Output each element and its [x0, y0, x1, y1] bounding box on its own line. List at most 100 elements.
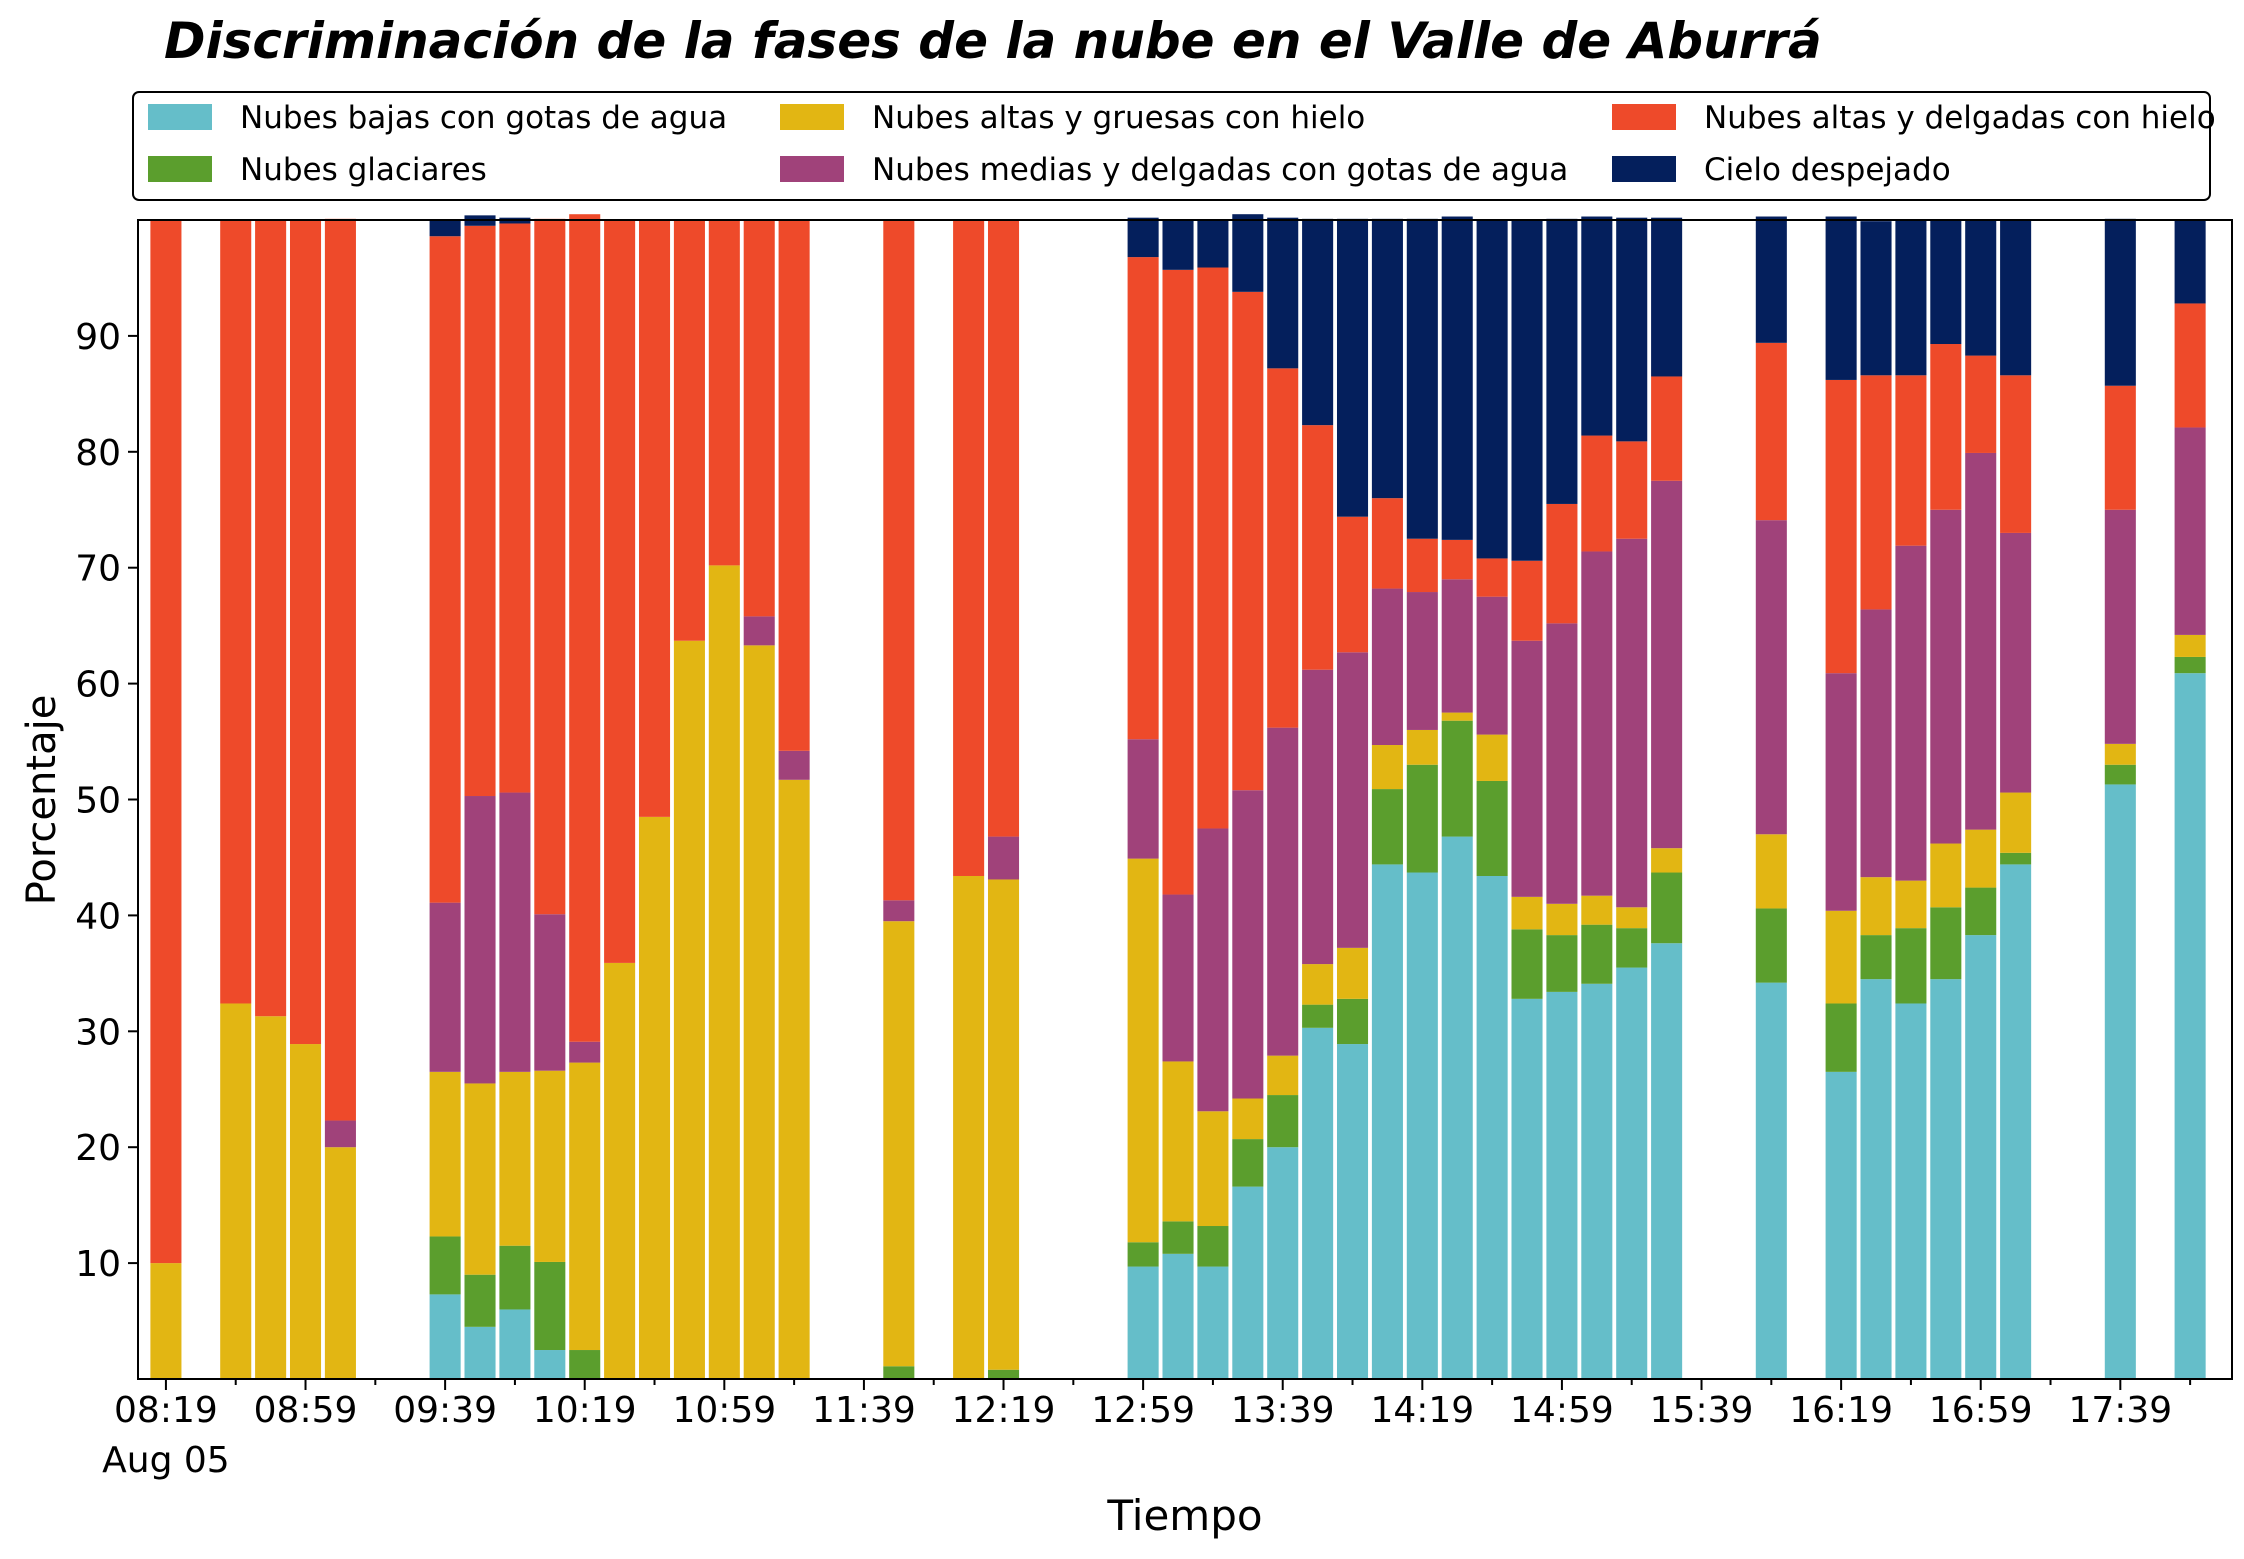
- bar-segment: [743, 645, 775, 1379]
- bar-segment: [1930, 344, 1962, 510]
- bar-segment: [1267, 1095, 1299, 1148]
- bar-segment: [1616, 217, 1648, 442]
- bar-segment: [883, 900, 915, 922]
- bar-segment: [1406, 729, 1438, 765]
- bar-segment: [1302, 669, 1334, 965]
- bar-segment: [1336, 998, 1369, 1045]
- bar-segment: [1546, 991, 1578, 1379]
- bar-segment: [1127, 257, 1159, 740]
- x-tick-label: 11:39: [812, 1390, 916, 1431]
- bar-segment: [987, 836, 1020, 880]
- bar-segment: [2174, 634, 2206, 657]
- bar-segment: [2174, 656, 2206, 674]
- bar-segment: [1581, 551, 1613, 896]
- bars-layer: [150, 214, 2206, 1379]
- bar-segment: [1860, 609, 1892, 878]
- bar-segment: [150, 1263, 182, 1379]
- bar-segment: [1546, 503, 1578, 624]
- x-tick-label: 08:59: [254, 1390, 358, 1431]
- legend-label: Nubes glaciares: [240, 152, 487, 188]
- bar-segment: [2000, 532, 2032, 793]
- bar-segment: [499, 1245, 531, 1310]
- bar-segment: [324, 1147, 356, 1379]
- bar-segment: [1162, 894, 1194, 1062]
- y-axis: 10 20 30 40 50 60 70 80 90: [75, 317, 138, 1285]
- legend: Nubes bajas con gotas de agua Nubes glaci…: [132, 91, 2216, 201]
- bar-segment: [1441, 720, 1473, 837]
- legend-swatch: [1612, 156, 1676, 182]
- bar-segment: [1406, 872, 1438, 1379]
- bar-segment: [220, 220, 252, 1004]
- bar-segment: [2174, 673, 2206, 1379]
- x-tick-label: 16:19: [1789, 1390, 1893, 1431]
- bar-segment: [1511, 640, 1543, 897]
- bar-segment: [1127, 217, 1159, 258]
- bar-segment: [2174, 220, 2206, 304]
- bar-segment: [1267, 1147, 1299, 1379]
- x-axis: 08:19 08:59 09:39 10:19 10:59 11:39 12:19 12:59…: [102, 1379, 2192, 1481]
- bar-segment: [1476, 875, 1508, 1379]
- bar-segment: [638, 816, 671, 1379]
- bar-segment: [778, 750, 810, 780]
- bar-segment: [778, 220, 810, 751]
- bar-segment: [778, 779, 810, 1379]
- bar-segment: [1895, 1003, 1927, 1379]
- y-tick-label: 70: [75, 549, 121, 590]
- bar-segment: [1755, 834, 1787, 909]
- bar-segment: [2104, 743, 2136, 765]
- bar-segment: [1511, 560, 1543, 641]
- bar-segment: [429, 1294, 461, 1379]
- bar-segment: [1267, 1055, 1299, 1096]
- bar-segment: [1232, 214, 1264, 292]
- bar-segment: [1965, 220, 1997, 356]
- bar-segment: [1511, 896, 1543, 930]
- y-tick-label: 80: [75, 433, 121, 474]
- bar-segment: [1755, 908, 1787, 983]
- x-tick-label: 10:59: [672, 1390, 776, 1431]
- bar-segment: [1302, 1027, 1334, 1379]
- bar-segment: [1197, 1266, 1229, 1379]
- bar-segment: [2104, 784, 2136, 1379]
- bar-segment: [638, 220, 671, 817]
- bar-segment: [1476, 596, 1508, 735]
- bar-segment: [1267, 727, 1299, 1056]
- bar-segment: [2174, 427, 2206, 635]
- bar-segment: [2000, 864, 2032, 1379]
- bar-segment: [150, 220, 182, 1264]
- x-tick-label: 14:59: [1510, 1390, 1614, 1431]
- bar-segment: [1406, 592, 1438, 730]
- bar-segment: [1651, 376, 1683, 481]
- bar-segment: [429, 1236, 461, 1295]
- bar-segment: [1616, 907, 1648, 929]
- bar-segment: [1581, 924, 1613, 984]
- bar-segment: [743, 616, 775, 646]
- x-tick-label: 12:59: [1091, 1390, 1195, 1431]
- bar-segment: [1825, 1071, 1857, 1379]
- bar-segment: [1546, 935, 1578, 992]
- bar-segment: [1860, 877, 1892, 936]
- bar-segment: [289, 220, 322, 1045]
- bar-segment: [464, 1326, 496, 1379]
- x-tick-date-label: Aug 05: [102, 1440, 230, 1481]
- bar-segment: [1930, 843, 1962, 908]
- bar-segment: [1651, 848, 1683, 873]
- bar-segment: [464, 1274, 496, 1327]
- bar-segment: [1895, 880, 1927, 929]
- bar-segment: [1267, 368, 1299, 728]
- bar-segment: [1965, 887, 1997, 936]
- bar-segment: [987, 879, 1020, 1370]
- bar-segment: [1162, 1253, 1194, 1379]
- bar-segment: [673, 640, 705, 1379]
- x-tick-label: 09:39: [393, 1390, 497, 1431]
- bar-segment: [1441, 836, 1473, 1379]
- x-tick-label: 16:59: [1929, 1390, 2033, 1431]
- bar-segment: [1162, 269, 1194, 895]
- legend-label: Nubes altas y delgadas con hielo: [1704, 100, 2216, 136]
- bar-segment: [2174, 303, 2206, 428]
- bar-segment: [1441, 539, 1473, 580]
- bar-segment: [1616, 967, 1648, 1379]
- bar-segment: [1232, 1098, 1264, 1140]
- bar-segment: [324, 218, 356, 1121]
- y-tick-label: 20: [75, 1128, 121, 1169]
- bar-segment: [1651, 480, 1683, 849]
